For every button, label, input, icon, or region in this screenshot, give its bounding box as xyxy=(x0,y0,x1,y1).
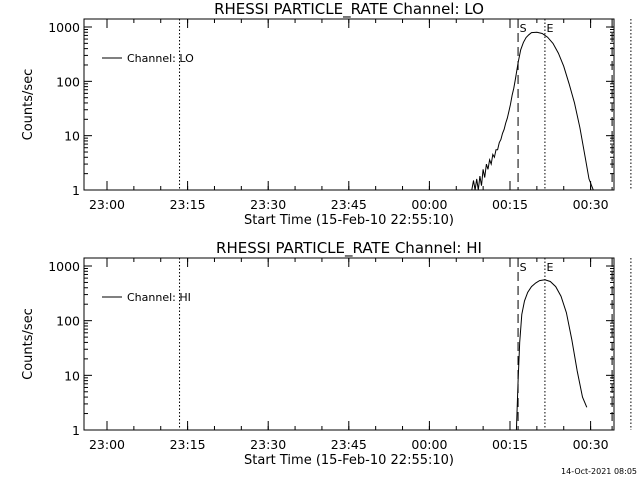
lo-x-tick-label: 23:30 xyxy=(250,197,286,212)
lo-x-tick-label: 23:00 xyxy=(89,197,125,212)
hi-y-tick-label: 1000 xyxy=(48,259,80,274)
hi-y-tick-label: 100 xyxy=(56,314,80,329)
lo-legend-label: Channel: LO xyxy=(127,52,194,65)
hi-y-tick-label: 1 xyxy=(72,423,80,438)
hi-chart-title: RHESSI PARTICLE_RATE Channel: HI xyxy=(216,239,482,258)
hi-y-tick-label: 10 xyxy=(64,368,80,383)
hi-marker-label-S: S xyxy=(520,261,527,274)
lo-y-tick-label: 1 xyxy=(72,183,80,198)
hi-y-axis-label: Counts/sec xyxy=(21,308,36,380)
hi-series-line xyxy=(515,279,588,431)
hi-x-tick-label: 23:45 xyxy=(331,437,367,452)
hi-x-axis-label: Start Time (15-Feb-10 22:55:10) xyxy=(244,453,454,468)
lo-x-tick-label: 00:15 xyxy=(492,197,528,212)
lo-x-axis-label: Start Time (15-Feb-10 22:55:10) xyxy=(244,213,454,228)
lo-y-tick-label: 10 xyxy=(64,129,80,144)
lo-marker-label-E: E xyxy=(546,22,553,35)
lo-marker-label-S: S xyxy=(520,22,527,35)
lo-y-tick-label: 100 xyxy=(56,74,80,89)
lo-x-tick-label: 23:15 xyxy=(170,197,206,212)
hi-x-tick-label: 23:00 xyxy=(89,437,125,452)
hi-x-tick-label: 00:15 xyxy=(492,437,528,452)
lo-x-tick-label: 23:45 xyxy=(331,197,367,212)
lo-series-line xyxy=(471,31,594,191)
lo-plot-frame xyxy=(83,18,615,191)
hi-marker-label-E: E xyxy=(546,261,553,274)
lo-y-axis-label: Counts/sec xyxy=(21,69,36,141)
hi-legend-label: Channel: HI xyxy=(127,291,191,304)
lo-y-tick-label: 1000 xyxy=(48,20,80,35)
hi-x-tick-label: 00:00 xyxy=(411,437,447,452)
lo-x-tick-label: 00:30 xyxy=(573,197,609,212)
hi-x-tick-label: 23:30 xyxy=(250,437,286,452)
hi-x-tick-label: 00:30 xyxy=(573,437,609,452)
print-timestamp: 14-Oct-2021 08:05 xyxy=(561,467,637,476)
hi-x-tick-label: 23:15 xyxy=(170,437,206,452)
lo-chart-title: RHESSI PARTICLE_RATE Channel: LO xyxy=(214,0,484,19)
lo-x-tick-label: 00:00 xyxy=(411,197,447,212)
